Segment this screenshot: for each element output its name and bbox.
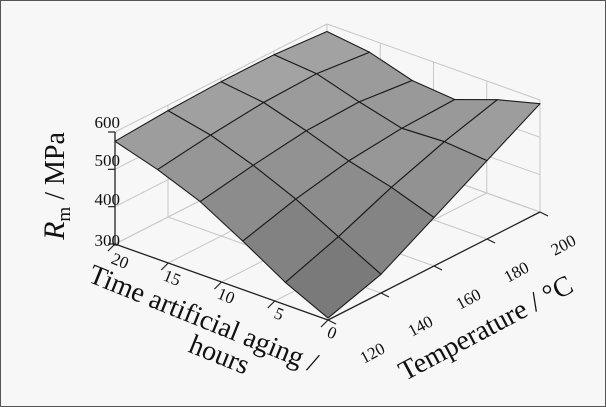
temperature-tick-label: 120 — [357, 339, 388, 368]
temperature-tick-mark — [433, 265, 443, 271]
temperature-tick-label: 160 — [453, 285, 484, 314]
surface-layer — [114, 30, 541, 319]
grid-line — [114, 23, 328, 133]
time-tick-labels: 20 15 10 5 0 — [109, 249, 340, 343]
z-axis-subscript: m — [54, 207, 75, 222]
time-tick-label: 5 — [272, 304, 287, 325]
temperature-tick-mark — [380, 292, 390, 298]
z-tick-label: 500 — [95, 151, 121, 170]
temperature-tick-mark — [486, 238, 496, 244]
axis-layer — [107, 131, 549, 328]
temperature-tick-label: 180 — [501, 258, 532, 287]
time-tick-mark — [160, 262, 169, 271]
time-tick-mark — [214, 281, 222, 290]
z-tick-label: 400 — [95, 190, 121, 209]
z-tick-label: 300 — [95, 231, 121, 250]
z-axis-symbol: R — [38, 222, 71, 241]
grid-line — [326, 23, 541, 101]
temperature-tick-label: 200 — [548, 231, 579, 260]
time-tick-mark — [320, 319, 329, 328]
z-axis-label: Rm / MPa — [38, 132, 75, 241]
temperature-tick-mark — [327, 319, 337, 325]
time-tick-label: 0 — [325, 323, 340, 344]
temperature-tick-label: 140 — [405, 312, 436, 341]
time-tick-mark — [107, 243, 116, 252]
temperature-tick-mark — [539, 211, 549, 217]
surface-patch — [284, 236, 382, 319]
z-tick-label: 600 — [95, 113, 121, 132]
time-tick-label: 15 — [161, 266, 184, 290]
time-tick-label: 20 — [109, 249, 132, 273]
time-tick-label: 10 — [215, 284, 238, 308]
time-tick-mark — [267, 300, 276, 309]
z-axis-unit: / MPa — [40, 132, 71, 207]
